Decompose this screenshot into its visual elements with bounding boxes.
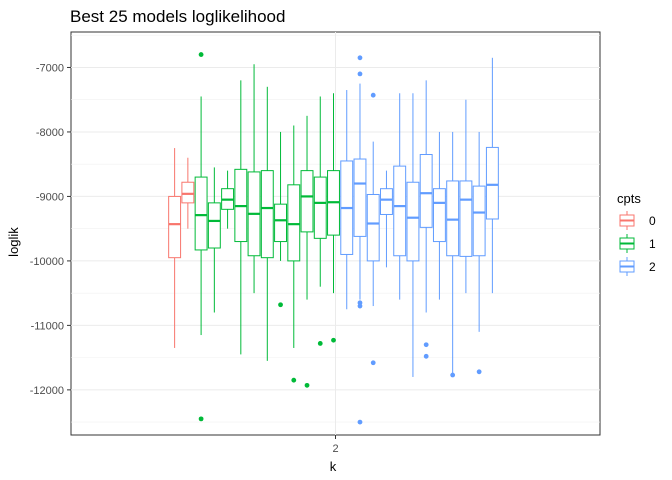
y-axis: -7000 -8000 -9000 -10000 -11000 -12000 xyxy=(30,62,71,397)
box-2-20 xyxy=(419,80,433,359)
legend: cpts 0 1 2 xyxy=(617,191,656,276)
box-body xyxy=(194,176,208,251)
box-2-19 xyxy=(406,93,420,377)
y-tick-label: -9000 xyxy=(36,191,64,203)
legend-label: 1 xyxy=(649,237,656,251)
outlier-point xyxy=(357,55,363,61)
box-body xyxy=(181,181,195,204)
legend-key xyxy=(619,211,635,230)
box-body xyxy=(353,158,367,237)
box-body xyxy=(274,203,287,243)
box-1-13 xyxy=(327,93,340,343)
box-2-17 xyxy=(380,170,393,268)
legend-label: 0 xyxy=(649,214,656,228)
box-body xyxy=(472,185,486,257)
box-1-10 xyxy=(287,125,301,383)
box-body xyxy=(419,154,433,228)
legend-entry-2: 2 xyxy=(619,257,656,276)
box-1-12 xyxy=(313,96,327,346)
box-1-7 xyxy=(247,64,261,294)
box-2-18 xyxy=(393,93,407,300)
outlier-point xyxy=(331,337,336,343)
box-body xyxy=(366,193,380,262)
outlier-point xyxy=(357,419,363,425)
box-1-3 xyxy=(194,52,208,422)
y-axis-title: loglik xyxy=(6,227,21,257)
box-body xyxy=(459,180,473,257)
outlier-point xyxy=(370,360,376,366)
outlier-point xyxy=(291,377,297,383)
y-tick-label: -8000 xyxy=(36,127,64,139)
box-body xyxy=(260,170,274,259)
legend-entry-0: 0 xyxy=(619,211,656,230)
legend-key xyxy=(619,257,635,276)
box-2-22 xyxy=(446,131,460,378)
box-2-23 xyxy=(459,99,473,294)
box-1-6 xyxy=(234,80,248,355)
legend-entry-1: 1 xyxy=(619,234,656,253)
box-body xyxy=(393,165,407,257)
outlier-point xyxy=(370,92,376,98)
box-2-21 xyxy=(432,131,446,300)
outlier-point xyxy=(423,342,429,348)
box-body xyxy=(313,176,327,239)
y-tick-label: -11000 xyxy=(31,320,64,332)
outlier-point xyxy=(476,369,482,375)
outlier-point xyxy=(423,353,429,359)
box-body xyxy=(207,202,221,249)
x-axis: 2 xyxy=(332,435,339,455)
outlier-point xyxy=(357,303,363,309)
y-tick-label: -12000 xyxy=(30,385,64,397)
box-body xyxy=(406,181,420,262)
box-1-5 xyxy=(221,170,235,229)
box-body xyxy=(432,188,446,243)
outlier-point xyxy=(198,416,204,422)
outlier-point xyxy=(317,341,323,346)
box-body xyxy=(287,184,301,262)
x-axis-title: k xyxy=(330,459,337,474)
box-1-8 xyxy=(260,86,274,361)
box-body xyxy=(300,170,314,233)
box-2-16 xyxy=(366,92,380,366)
chart-title: Best 25 models loglikelihood xyxy=(70,7,285,26)
y-tick-label: -10000 xyxy=(30,256,64,268)
box-body xyxy=(446,180,460,257)
x-tick-label: 2 xyxy=(332,443,338,455)
box-2-24 xyxy=(472,131,486,375)
legend-label: 2 xyxy=(649,260,656,274)
box-body xyxy=(380,188,393,215)
box-0-1 xyxy=(168,148,182,348)
box-1-9 xyxy=(274,131,287,308)
box-1-11 xyxy=(300,115,314,388)
outlier-point xyxy=(304,382,310,388)
y-tick-label: -7000 xyxy=(36,62,64,74)
legend-title: cpts xyxy=(617,191,641,206)
box-0-2 xyxy=(181,157,195,229)
legend-key xyxy=(619,234,635,253)
boxes xyxy=(168,52,499,425)
outlier-point xyxy=(198,52,204,57)
box-1-4 xyxy=(207,167,221,313)
outlier-point xyxy=(278,302,283,308)
outlier-point xyxy=(357,71,363,77)
outlier-point xyxy=(450,372,456,378)
box-body xyxy=(485,146,499,220)
box-2-14 xyxy=(340,90,354,310)
box-body xyxy=(168,195,182,259)
box-2-15 xyxy=(353,55,367,425)
box-2-25 xyxy=(485,57,499,294)
